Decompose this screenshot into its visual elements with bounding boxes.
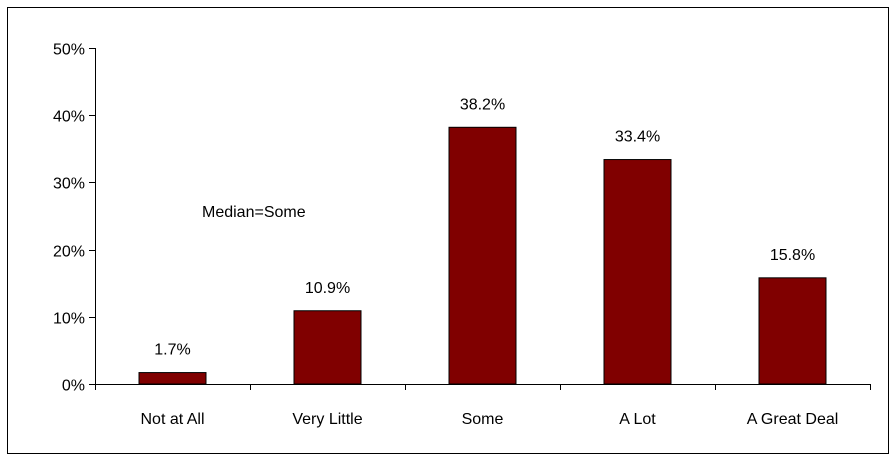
data-labels: 1.7% 10.9% 38.2% 33.4% 15.8% (154, 96, 815, 358)
y-tick-label: 10% (53, 311, 85, 328)
y-tick-label: 50% (53, 42, 85, 59)
x-tick-label: Very Little (292, 411, 362, 428)
data-label: 38.2% (460, 96, 505, 113)
y-tick-label: 40% (53, 109, 85, 126)
x-tick-label: Some (462, 411, 504, 428)
chart-border (7, 7, 889, 454)
bar (448, 126, 517, 385)
bar (603, 159, 672, 385)
bar (758, 277, 827, 385)
data-label: 10.9% (305, 280, 350, 297)
x-tick-label: A Great Deal (747, 411, 839, 428)
bar (138, 372, 207, 385)
x-tick-label: Not at All (140, 411, 204, 428)
data-label: 15.8% (770, 247, 815, 264)
bars (138, 126, 827, 385)
y-tick-label: 30% (53, 176, 85, 193)
y-axis: 0% 10% 20% 30% 40% 50% (53, 42, 96, 395)
median-annotation: Median=Some (202, 204, 306, 221)
x-tick-label: A Lot (619, 411, 656, 428)
data-label: 1.7% (154, 342, 190, 359)
y-tick-label: 0% (62, 378, 85, 395)
bar (293, 310, 362, 385)
data-label: 33.4% (615, 129, 660, 146)
y-tick-label: 20% (53, 244, 85, 261)
